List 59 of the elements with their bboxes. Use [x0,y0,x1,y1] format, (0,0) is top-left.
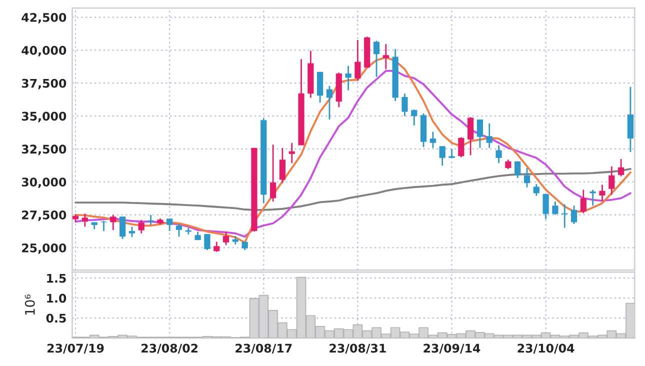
candlestick [120,216,126,240]
y-tick-label: 0.5 [46,314,66,323]
y-tick-label: 1.5 [47,274,66,283]
candlestick [618,158,624,178]
candlestick [176,224,182,238]
candlestick [326,85,333,120]
candlestick [562,204,568,228]
y-axis-title: 10⁶ [24,294,35,315]
y-tick-label: 1.0 [47,294,66,303]
candlestick [82,212,88,228]
candlestick [430,131,436,149]
candlestick [514,160,521,179]
candlestick [458,136,464,158]
candlestick [608,166,615,196]
candlestick [270,144,276,202]
y-tick-label: 35,000 [22,112,66,122]
y-tick-label: 40,000 [22,46,66,56]
y-tick-label: 25,000 [22,243,66,254]
candlestick [570,204,578,225]
y-tick-label: 42,500 [22,12,66,24]
x-tick-label: 23/09/14 [424,344,480,354]
candlestick [486,122,492,149]
candlestick [533,183,540,197]
candlestick [505,158,512,170]
candlestick [402,92,408,117]
candlestick [204,233,210,251]
candlestick [439,145,446,166]
candlestick [373,40,380,78]
candlestick [110,214,116,231]
candlestick [100,220,107,232]
candlestick [166,218,173,232]
x-tick-label: 23/08/17 [236,344,292,354]
candlestick [354,39,361,82]
y-tick-label: 27,500 [22,210,66,221]
candlestick [468,116,474,156]
y-tick-label: 30,000 [22,178,66,188]
candlestick [580,189,586,214]
x-tick-label: 23/07/19 [48,344,104,354]
y-tick-label: 37,500 [22,78,66,90]
candlestick [138,219,144,234]
candlestick [382,43,389,70]
candlestick [345,65,352,92]
candlestick [524,167,530,188]
x-tick-label: 23/08/31 [330,344,386,354]
candlestick [279,147,286,184]
x-tick-label: 23/08/02 [142,344,198,354]
candlestick [288,142,295,164]
candlestick [599,184,606,202]
candlestick [222,230,230,246]
y-tick-label: 32,500 [22,144,66,156]
x-tick-label: 23/10/04 [518,344,574,354]
candlestick [317,71,324,104]
candlestick [214,241,220,252]
candlestick [542,193,549,220]
candlestick [552,200,558,216]
candlestick [496,144,502,164]
candlestick [128,226,136,238]
candlestick [411,108,418,126]
candlestick [476,118,484,149]
